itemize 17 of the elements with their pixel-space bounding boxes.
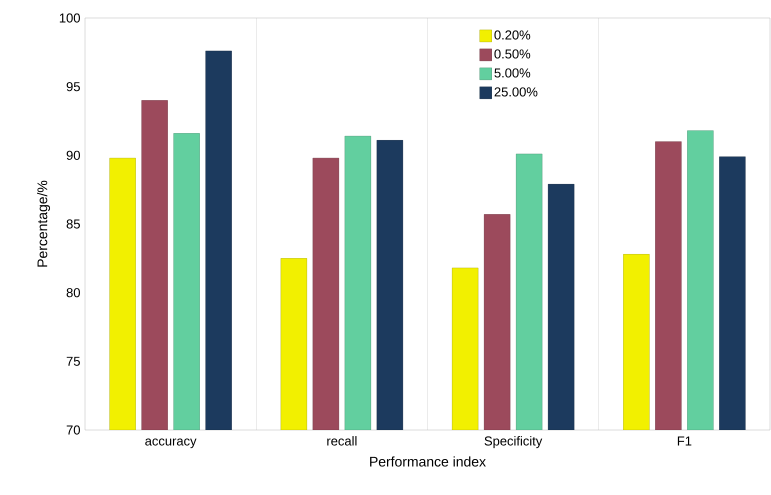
y-tick-label: 85: [66, 219, 80, 229]
y-tick-label: 70: [66, 425, 80, 435]
x-tick-label: recall: [327, 436, 356, 446]
x-tick-label: F1: [678, 436, 692, 446]
legend-label: 5.00%: [494, 68, 530, 78]
x-tick-label: accuracy: [145, 438, 197, 448]
y-tick-label: 80: [66, 288, 80, 298]
x-axis-title: Performance index: [370, 456, 486, 467]
legend-label: 0.50%: [494, 49, 530, 59]
y-tick-label: 90: [66, 150, 80, 160]
legend-label: 25.00%: [494, 87, 538, 97]
x-tick-label: Specificity: [484, 436, 542, 448]
y-tick-label: 75: [66, 356, 80, 366]
y-tick-label: 100: [60, 13, 80, 23]
legend-label: 0.20%: [494, 30, 530, 40]
y-tick-label: 95: [66, 82, 80, 92]
y-axis-title: Percentage/%: [37, 180, 50, 267]
